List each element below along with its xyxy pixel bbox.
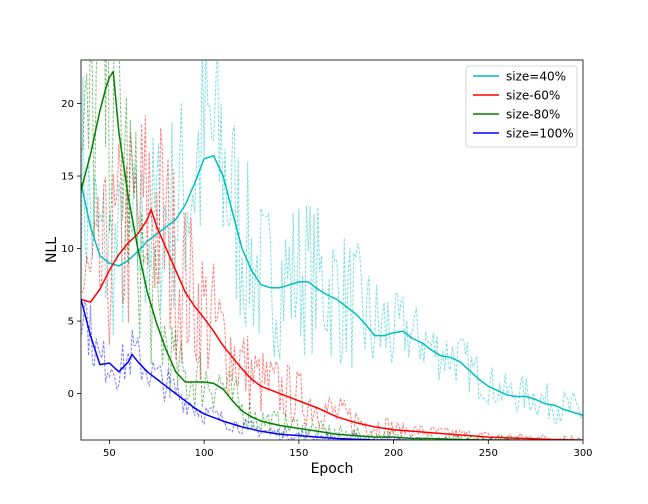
- noise-layer: [81, 60, 583, 440]
- legend-label-size-60: size-60%: [506, 89, 560, 103]
- series-line-size-100: [81, 299, 454, 440]
- series-noise-size-60: [81, 114, 582, 440]
- legend-box: [465, 65, 578, 148]
- x-tick-label-150: 150: [289, 448, 308, 459]
- plot-frame: [80, 59, 584, 441]
- legend-label-size-80: size-80%: [506, 108, 560, 122]
- series-noise-size-100: [81, 301, 583, 440]
- series-layer: [81, 70, 583, 440]
- y-tick-label-20: 20: [61, 99, 74, 110]
- legend: size=40% size-60% size-80% size=100%: [465, 65, 578, 148]
- x-tick-label-100: 100: [195, 448, 214, 459]
- x-tick-label-200: 200: [384, 448, 403, 459]
- x-tick-label-300: 300: [573, 448, 592, 459]
- series-line-size-40: [81, 154, 583, 417]
- series-line-size-60: [81, 208, 583, 440]
- legend-label-size-40: size=40%: [506, 70, 566, 84]
- y-tick-label-10: 10: [61, 244, 74, 255]
- x-tick-label-50: 50: [103, 448, 116, 459]
- series-line-size-80: [81, 70, 583, 440]
- series-noise-size-40: [81, 60, 583, 424]
- legend-label-size-100: size=100%: [506, 127, 574, 141]
- y-tick-label-15: 15: [61, 172, 74, 183]
- y-axis-label: NLL: [44, 237, 60, 263]
- y-tick-label-0: 0: [68, 389, 74, 400]
- ticks-layer: 50 100 150 200 250 300 0 5 10 15 20: [61, 99, 592, 459]
- y-tick-label-5: 5: [68, 317, 74, 328]
- x-tick-label-250: 250: [479, 448, 498, 459]
- x-axis-label: Epoch: [311, 461, 354, 477]
